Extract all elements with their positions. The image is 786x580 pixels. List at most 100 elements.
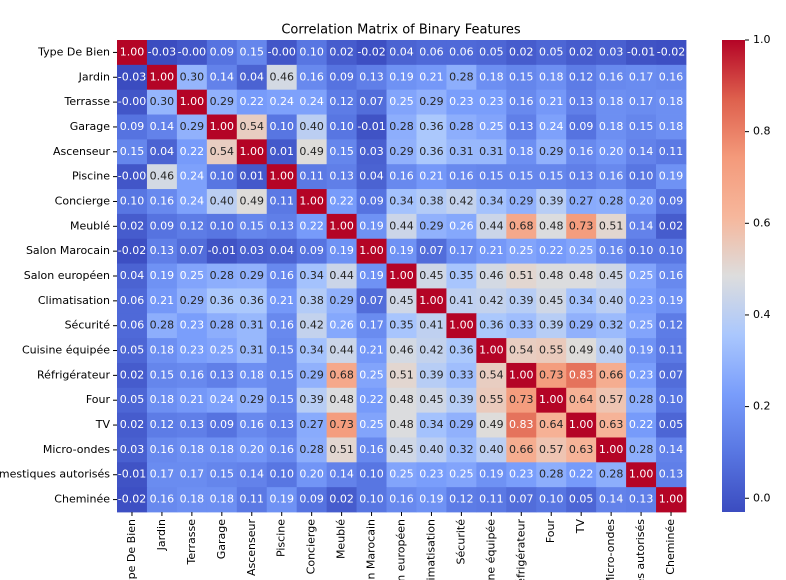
cell-label: 0.06 — [419, 45, 444, 58]
cell-label: 0.04 — [240, 70, 265, 83]
cell-label: 0.83 — [569, 368, 594, 381]
heatmap-cell — [236, 263, 268, 289]
cell-label: 0.21 — [419, 170, 444, 183]
cell-label: 0.48 — [539, 219, 564, 232]
cell-label: 0.21 — [269, 294, 294, 307]
heatmap-cell — [326, 462, 357, 488]
heatmap-cell — [536, 189, 567, 215]
heatmap-cell — [476, 288, 507, 314]
heatmap-cell — [266, 89, 298, 115]
cell-label: 0.10 — [659, 393, 684, 406]
heatmap-cell — [476, 263, 507, 289]
cell-label: 0.25 — [389, 95, 414, 108]
cell-label: 0.09 — [569, 120, 594, 133]
cell-label: 0.44 — [389, 219, 414, 232]
cell-label: 0.23 — [419, 468, 444, 481]
heatmap-cell — [416, 164, 447, 190]
heatmap-cell — [146, 40, 178, 66]
heatmap-cell — [326, 362, 357, 389]
cell-label: 0.23 — [629, 368, 654, 381]
heatmap-cell — [476, 338, 507, 364]
colorbar-tick-label: 0.6 — [753, 216, 771, 229]
cell-label: 0.45 — [419, 269, 444, 282]
heatmap-cell — [206, 189, 238, 215]
cell-label: 1.00 — [299, 194, 324, 207]
heatmap-cell — [416, 40, 447, 66]
heatmap-cell — [146, 288, 178, 314]
cell-label: 0.16 — [599, 170, 624, 183]
cell-label: 0.19 — [359, 219, 384, 232]
heatmap-cell — [326, 164, 357, 190]
cell-label: 0.16 — [150, 443, 175, 456]
heatmap-cell — [476, 114, 507, 140]
x-tick-label: Jardin — [155, 519, 168, 551]
cell-label: 0.02 — [329, 493, 354, 506]
cell-label: 0.05 — [479, 45, 504, 58]
cell-label: 0.28 — [150, 319, 175, 332]
cell-label: 0.46 — [389, 344, 414, 357]
cell-label: 0.39 — [419, 368, 444, 381]
heatmap-cell — [416, 238, 447, 264]
heatmap-cell — [596, 189, 627, 215]
cell-label: 0.09 — [299, 493, 324, 506]
cell-label: 0.68 — [329, 368, 354, 381]
cell-label: 0.19 — [150, 269, 175, 282]
heatmap-cell — [326, 263, 357, 289]
cell-label: 0.64 — [569, 393, 594, 406]
heatmap-cell — [146, 313, 178, 339]
heatmap-cell — [326, 412, 357, 438]
cell-label: -0.00 — [178, 45, 206, 58]
heatmap-cell — [596, 40, 627, 66]
cell-label: 0.22 — [329, 194, 354, 207]
heatmap-cell — [566, 238, 597, 264]
cell-label: 0.36 — [449, 344, 474, 357]
heatmap-cell — [656, 238, 687, 264]
cell-label: -0.00 — [118, 170, 146, 183]
cell-label: 0.15 — [240, 219, 265, 232]
cell-label: 0.54 — [509, 344, 534, 357]
heatmap-cell — [236, 114, 268, 140]
cell-label: -0.00 — [118, 95, 146, 108]
heatmap-cell — [506, 387, 537, 414]
cell-label: 0.02 — [120, 368, 145, 381]
cell-label: 0.13 — [359, 70, 384, 83]
heatmap-cell — [656, 288, 687, 314]
cell-label: 1.00 — [419, 294, 444, 307]
y-tick-label: Terrasse — [64, 95, 111, 108]
heatmap-cell — [656, 313, 687, 339]
cell-label: 0.36 — [210, 294, 235, 307]
cell-label: 0.22 — [569, 468, 594, 481]
cell-label: 0.40 — [419, 443, 444, 456]
cell-label: 0.35 — [449, 269, 474, 282]
heatmap-cell — [566, 338, 597, 364]
cell-label: 0.19 — [659, 294, 684, 307]
heatmap-cell — [566, 139, 597, 165]
y-tick-label: Réfrigérateur — [37, 368, 110, 381]
cell-label: 0.44 — [329, 344, 354, 357]
heatmap-cell — [566, 64, 597, 91]
cell-label: 0.21 — [479, 244, 504, 257]
x-tick-label: Concierge — [305, 519, 318, 575]
cell-label: 0.45 — [389, 443, 414, 456]
heatmap-cell — [236, 437, 268, 463]
cell-label: 0.38 — [299, 294, 324, 307]
cell-label: 0.18 — [240, 368, 265, 381]
heatmap-cell — [236, 462, 268, 488]
heatmap-cell — [596, 288, 627, 314]
cell-label: 0.39 — [539, 194, 564, 207]
heatmap-cell — [176, 164, 208, 190]
cell-label: 0.57 — [539, 443, 564, 456]
heatmap-cell — [566, 40, 597, 66]
heatmap-cell — [236, 89, 268, 115]
heatmap-cell — [176, 313, 208, 339]
y-tick-label: Micro-ondes — [43, 443, 110, 456]
cell-label: 1.00 — [599, 443, 624, 456]
cell-label: -0.02 — [118, 244, 146, 257]
cell-label: -0.01 — [357, 120, 385, 133]
cell-label: 0.31 — [449, 145, 474, 158]
heatmap-cell — [326, 487, 357, 513]
cell-label: 0.51 — [329, 443, 354, 456]
heatmap-cell — [596, 139, 627, 165]
cell-label: 0.19 — [389, 244, 414, 257]
heatmap-cell — [146, 89, 178, 115]
